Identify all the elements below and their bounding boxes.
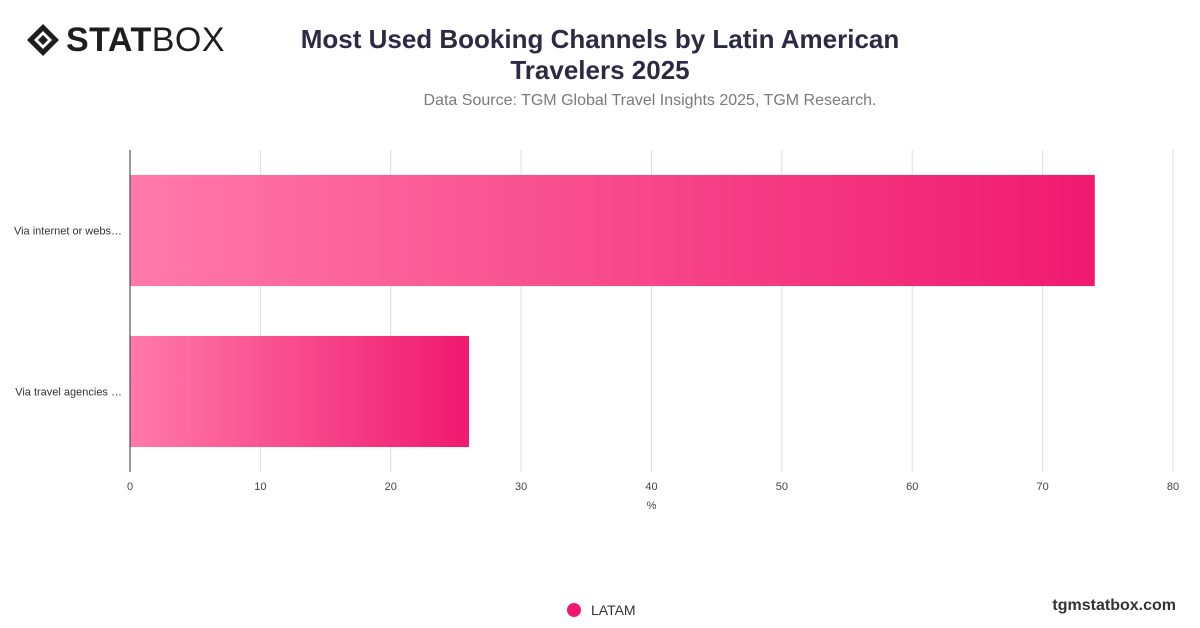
x-tick-label: 10 [254,481,266,493]
chart-title-line1: Most Used Booking Channels by Latin Amer… [300,24,900,54]
chart-title: Most Used Booking Channels by Latin Amer… [300,24,900,86]
x-tick-label: 60 [906,481,918,493]
chart-title-line2: Travelers 2025 [510,55,690,85]
footer-site: tgmstatbox.com [1052,597,1176,614]
x-tick-label: 0 [127,481,133,493]
x-axis-label: % [647,500,657,512]
x-tick-label: 30 [515,481,527,493]
legend-label: LATAM [591,602,636,618]
y-category-label: Via internet or webs… [14,226,122,238]
legend-marker [567,603,581,617]
legend[interactable]: LATAM [567,602,636,618]
x-tick-label: 70 [1037,481,1049,493]
bar[interactable] [130,335,469,448]
logo-text-box: BOX [151,21,226,59]
y-category-label: Via travel agencies … [15,387,122,399]
x-tick-label: 80 [1167,481,1179,493]
logo-text-stat: STAT [66,21,152,59]
x-tick-label: 40 [645,481,657,493]
x-tick-label: 50 [776,481,788,493]
axes: 0 10 20 30 40 50 60 70 80% Via internet or webs… V… [14,150,1179,512]
x-tick-label: 20 [385,481,397,493]
statbox-logo: STAT BOX [26,22,225,58]
statbox-diamond-icon [27,24,59,56]
bar[interactable] [130,174,1095,287]
chart-subtitle: Data Source: TGM Global Travel Insights … [423,92,877,109]
bars [130,174,1095,448]
